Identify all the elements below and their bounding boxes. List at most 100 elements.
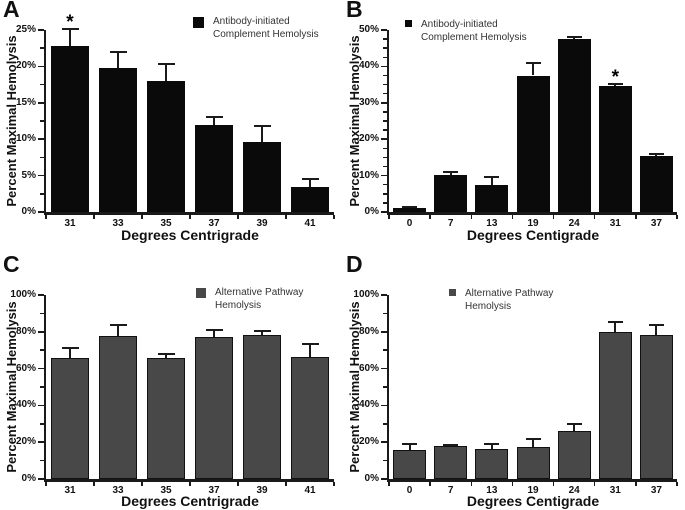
plot-area: 0% 20% 40% 60% 80% 100% 31 33 35 37 39 41: [10, 289, 335, 496]
x-boundary-tick: [511, 215, 514, 219]
y-minor-tick: [383, 459, 387, 462]
x-tick-label: 31: [64, 485, 76, 496]
error-bar-cap: [648, 152, 664, 155]
bar: [475, 449, 509, 479]
panel-letter-b: B: [346, 0, 363, 22]
x-boundary-tick: [470, 215, 473, 219]
x-tick-label: 31: [609, 485, 621, 496]
x-boundary-tick: [189, 482, 191, 486]
error-bar-cap: [157, 352, 175, 355]
error-bar-cap: [402, 205, 418, 208]
x-boundary-tick: [552, 215, 555, 219]
y-tick-label: 40%: [15, 399, 36, 411]
y-major-tick: [38, 138, 44, 140]
panel-letter-a: A: [3, 0, 20, 22]
y-axis-title: Percent Maximal Hemolysis: [347, 301, 362, 473]
legend-label-line: Complement Hemolysis: [421, 31, 527, 43]
plot-area: 0% 20% 40% 60% 80% 100% 0 7 13 19 24 31 37: [353, 289, 678, 496]
y-axis-line: [44, 295, 46, 482]
y-minor-tick: [383, 165, 387, 168]
bar: [291, 356, 329, 479]
error-bar-line: [408, 444, 411, 451]
bar: [393, 208, 427, 212]
y-minor-tick: [383, 423, 387, 425]
error-bar-line: [213, 329, 215, 338]
x-tick-label: 13: [486, 218, 498, 229]
y-tick-label: 80%: [358, 325, 379, 337]
bar: [516, 75, 550, 212]
x-boundary-tick: [237, 215, 239, 219]
x-boundary-tick: [388, 482, 390, 486]
y-minor-tick: [383, 386, 387, 388]
y-minor-tick: [383, 111, 387, 113]
error-bar-line: [573, 36, 576, 40]
legend-label-line: Hemolysis: [215, 299, 262, 311]
significance-asterisk: *: [611, 66, 619, 88]
y-tick-label: 30%: [358, 96, 379, 108]
x-tick-label: 33: [112, 485, 124, 496]
error-bar-cap: [205, 116, 223, 119]
bar: [147, 80, 185, 212]
legend-marker-square: [193, 17, 204, 28]
x-boundary-tick: [676, 215, 678, 219]
x-tick-label: 31: [609, 218, 621, 229]
legend-marker-square: [405, 20, 412, 27]
legend-label: Antibody-initiated Complement Hemolysis: [213, 16, 319, 41]
x-tick-label: 39: [256, 485, 268, 496]
x-tick-label: 24: [568, 485, 580, 496]
y-minor-tick: [383, 83, 387, 86]
bar: [243, 142, 281, 212]
y-axis-title: Percent Maximal Hemolysis: [347, 35, 362, 207]
error-bar-line: [309, 178, 311, 188]
bar: [598, 331, 632, 479]
x-tick-label: 19: [527, 485, 539, 496]
y-tick-label: 80%: [15, 325, 36, 337]
y-minor-tick: [383, 183, 387, 186]
panel-c: C Percent Maximal Hemolysis 0% 20% 40% 60% 8…: [0, 251, 342, 510]
y-minor-tick: [383, 312, 387, 315]
error-bar-cap: [205, 328, 223, 331]
x-boundary-tick: [593, 482, 596, 486]
x-axis-title: Degrees Centrigrade: [121, 493, 259, 509]
x-tick-label: 41: [304, 485, 316, 496]
x-boundary-tick: [593, 215, 596, 219]
plot-area: 0% 5% 10% 15% 20% 25% 31 * 33 35 37 39 41: [16, 13, 335, 229]
y-tick-label: 25%: [15, 24, 36, 35]
bar: [434, 174, 468, 212]
y-minor-tick: [383, 47, 387, 49]
y-minor-tick: [40, 156, 44, 159]
y-tick-label: 0%: [21, 473, 36, 484]
y-tick-label: 50%: [358, 24, 379, 35]
x-axis-line: [44, 479, 334, 482]
panel-letter-c: C: [3, 251, 20, 277]
y-major-tick: [381, 211, 387, 213]
y-minor-tick: [40, 423, 44, 425]
y-major-tick: [38, 29, 44, 31]
significance-asterisk: *: [66, 12, 74, 34]
bar: [99, 336, 137, 479]
error-bar-cap: [301, 177, 319, 180]
y-minor-tick: [40, 193, 44, 195]
y-major-tick: [381, 294, 387, 296]
bar: [51, 357, 89, 479]
y-minor-tick: [40, 312, 44, 315]
x-boundary-tick: [511, 482, 514, 486]
y-tick-label: 0%: [364, 473, 379, 484]
x-tick-label: 37: [208, 485, 220, 496]
bar: [195, 125, 233, 212]
x-tick-label: 19: [527, 218, 539, 229]
bar: [195, 337, 233, 479]
error-bar-line: [614, 83, 617, 86]
x-axis-title: Degrees Centrigrade: [121, 227, 259, 243]
panel-d: D Percent Maximal Hemolysis 0% 20% 40% 60% 8…: [343, 251, 685, 510]
x-boundary-tick: [333, 482, 335, 486]
error-bar-line: [69, 348, 71, 358]
error-bar-line: [117, 51, 119, 68]
y-major-tick: [38, 331, 44, 333]
x-axis-title: Degrees Centigrade: [466, 227, 600, 243]
y-tick-label: 20%: [358, 436, 379, 448]
error-bar-line: [573, 423, 576, 432]
y-minor-tick: [40, 120, 44, 122]
y-tick-label: 60%: [358, 362, 379, 374]
y-major-tick: [381, 29, 387, 31]
